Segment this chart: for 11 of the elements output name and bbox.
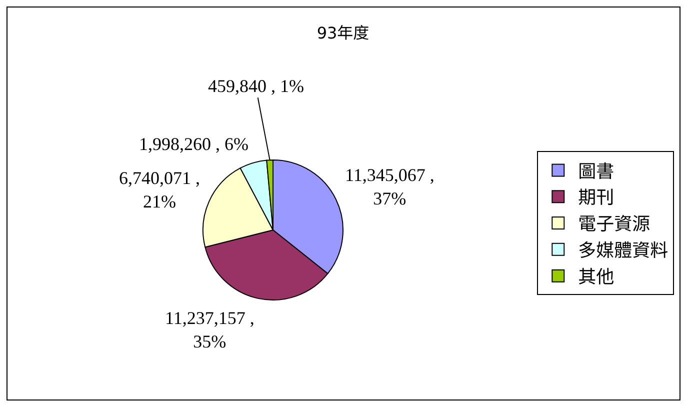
legend-label: 期刊 bbox=[578, 188, 614, 209]
legend-label: 其他 bbox=[578, 266, 614, 288]
data-label: 459,840 , 1% bbox=[208, 76, 304, 96]
data-label: 1,998,260 , 6% bbox=[139, 134, 248, 154]
legend-label: 多媒體資料 bbox=[578, 240, 668, 262]
data-label: 11,345,067 , 37% bbox=[345, 165, 434, 208]
data-label: 11,237,157 , 35% bbox=[165, 308, 254, 352]
chart-title: 93年度 bbox=[316, 24, 370, 43]
legend-label: 電子資源 bbox=[578, 214, 650, 236]
legend-label: 圖書 bbox=[578, 161, 614, 182]
data-label: 6,740,071 , 21% bbox=[119, 168, 200, 212]
